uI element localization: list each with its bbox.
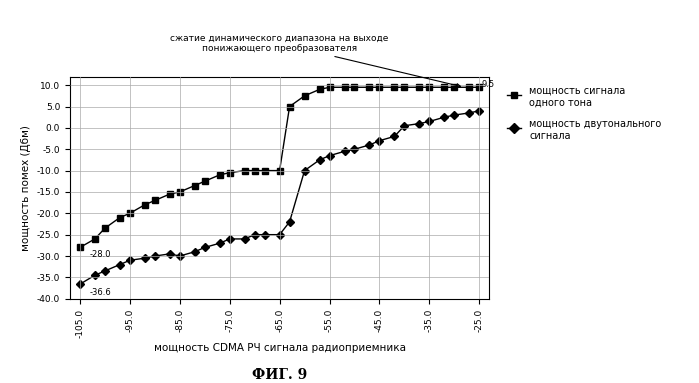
Text: 9.5: 9.5 <box>482 80 495 88</box>
Legend: мощность сигнала
одного тона, мощность двутонального
сигнала: мощность сигнала одного тона, мощность д… <box>507 86 661 141</box>
Text: -28.0: -28.0 <box>90 250 111 259</box>
Text: ФИГ. 9: ФИГ. 9 <box>252 368 308 382</box>
Text: -36.6: -36.6 <box>90 288 112 297</box>
X-axis label: мощность CDMA РЧ сигнала радиоприемника: мощность CDMA РЧ сигнала радиоприемника <box>154 343 405 353</box>
Y-axis label: мощность помех (Дбм): мощность помех (Дбм) <box>21 125 31 250</box>
Text: сжатие динамического диапазона на выходе
понижающего преобразователя: сжатие динамического диапазона на выходе… <box>171 34 461 87</box>
